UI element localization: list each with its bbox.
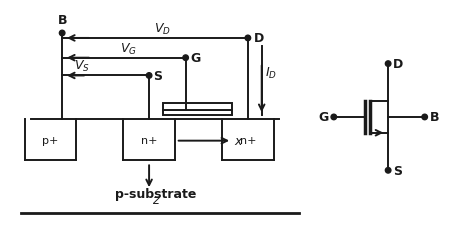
Text: D: D (254, 32, 264, 45)
Text: B: B (57, 14, 67, 27)
Text: $I_D$: $I_D$ (264, 66, 277, 81)
Text: $V_D$: $V_D$ (155, 22, 171, 37)
Text: n+: n+ (141, 135, 157, 145)
Text: D: D (393, 58, 403, 71)
Text: p+: p+ (42, 135, 58, 145)
Circle shape (331, 115, 337, 120)
Text: n+: n+ (240, 135, 256, 145)
Circle shape (385, 168, 391, 173)
Circle shape (385, 62, 391, 67)
Text: $V_S$: $V_S$ (74, 59, 90, 74)
Text: p-substrate: p-substrate (115, 187, 197, 200)
Circle shape (183, 56, 188, 61)
Circle shape (59, 31, 65, 37)
Circle shape (245, 36, 251, 42)
Text: S: S (393, 164, 402, 177)
Circle shape (422, 115, 428, 120)
Text: B: B (429, 111, 439, 124)
Text: $V_G$: $V_G$ (120, 41, 137, 57)
Text: G: G (319, 111, 329, 124)
Circle shape (146, 73, 152, 79)
Text: $x$: $x$ (234, 135, 244, 148)
Bar (163, 111, 232, 116)
Bar (163, 104, 232, 111)
Text: G: G (191, 52, 201, 65)
Text: S: S (153, 70, 162, 83)
Text: $z$: $z$ (152, 193, 161, 206)
